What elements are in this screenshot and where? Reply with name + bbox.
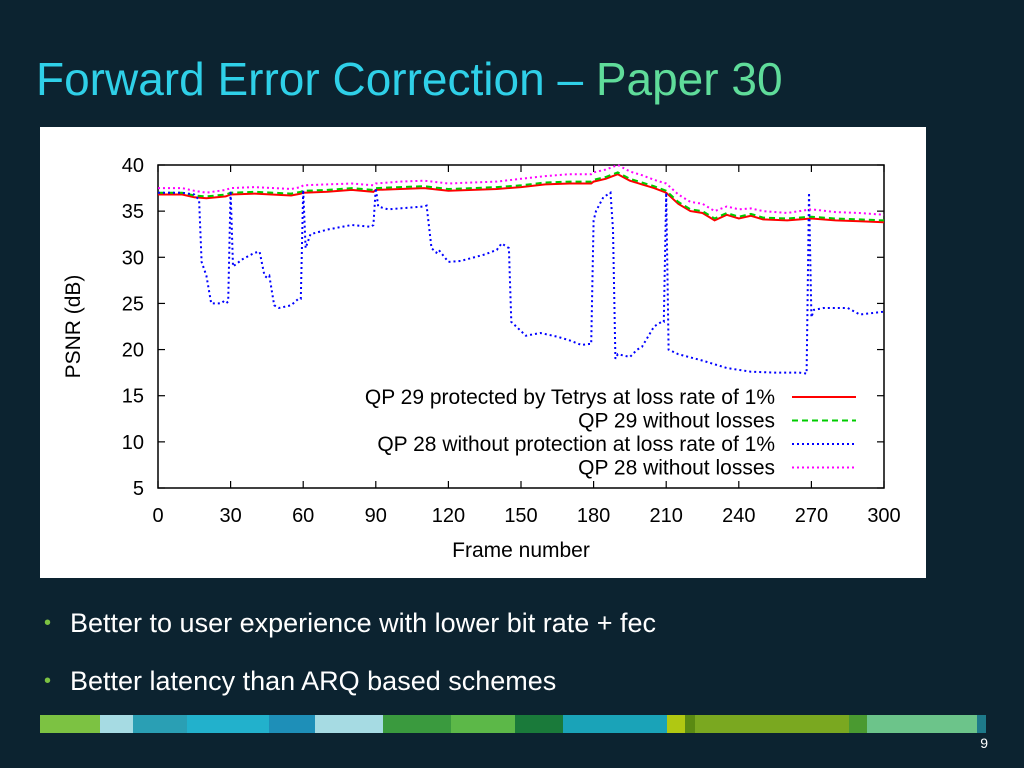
y-tick-label: 35 xyxy=(122,201,144,223)
x-tick-label: 270 xyxy=(795,505,828,527)
x-tick-label: 150 xyxy=(504,505,537,527)
y-axis-label: PSNR (dB) xyxy=(62,275,85,379)
legend-label: QP 28 without protection at loss rate of… xyxy=(377,433,775,456)
slide-title: Forward Error Correction – Paper 30 xyxy=(36,52,783,106)
slide-title-accent: Paper 30 xyxy=(595,53,783,105)
y-tick-label: 5 xyxy=(133,478,144,500)
y-tick-label: 40 xyxy=(122,155,144,177)
x-axis-label: Frame number xyxy=(452,539,590,562)
color-bar-segment xyxy=(100,715,133,733)
bullet-item: • Better to user experience with lower b… xyxy=(44,608,656,639)
legend-label: QP 29 without losses xyxy=(578,410,775,433)
psnr-chart: 5 10 15 20 25 30 35 40 0 30 60 90 120 150 180 210 240 270… xyxy=(62,155,901,562)
decorative-color-bar xyxy=(40,715,986,733)
x-tick-label: 300 xyxy=(867,505,900,527)
bullet-text: Better to user experience with lower bit… xyxy=(70,608,657,638)
color-bar-segment xyxy=(667,715,685,733)
color-bar-segment xyxy=(187,715,269,733)
color-bar-segment xyxy=(451,715,515,733)
bullet-dot-icon: • xyxy=(44,670,52,692)
bullet-text: Better latency than ARQ based schemes xyxy=(70,666,557,696)
bullet-item: • Better latency than ARQ based schemes xyxy=(44,666,656,697)
color-bar-segment xyxy=(315,715,383,733)
x-tick-label: 180 xyxy=(577,505,610,527)
x-tick-label: 90 xyxy=(365,505,387,527)
y-tick-label: 30 xyxy=(122,247,144,269)
color-bar-segment xyxy=(849,715,867,733)
x-tick-label: 30 xyxy=(219,505,241,527)
color-bar-segment xyxy=(695,715,849,733)
y-tick-label: 20 xyxy=(122,340,144,362)
slide-title-main: Forward Error Correction – xyxy=(36,53,596,105)
x-tick-label: 240 xyxy=(722,505,755,527)
y-tick-label: 15 xyxy=(122,386,144,408)
series-line xyxy=(158,171,885,222)
color-bar-segment xyxy=(515,715,563,733)
x-tick-label: 60 xyxy=(292,505,314,527)
bullet-dot-icon: • xyxy=(44,612,52,634)
color-bar-segment xyxy=(383,715,451,733)
y-tick-label: 10 xyxy=(122,432,144,454)
page-number: 9 xyxy=(980,735,988,751)
color-bar-segment xyxy=(685,715,695,733)
legend-label: QP 29 protected by Tetrys at loss rate o… xyxy=(365,386,775,409)
y-tick-label: 25 xyxy=(122,293,144,315)
series-line xyxy=(158,173,885,224)
color-bar-segment xyxy=(867,715,977,733)
color-bar-segment xyxy=(133,715,187,733)
series-line xyxy=(158,163,885,216)
chart-panel: 5 10 15 20 25 30 35 40 0 30 60 90 120 150 180 210 240 270… xyxy=(40,127,926,578)
color-bar-segment xyxy=(977,715,986,733)
color-bar-segment xyxy=(269,715,315,733)
x-tick-label: 120 xyxy=(432,505,465,527)
x-tick-label: 210 xyxy=(650,505,683,527)
color-bar-segment xyxy=(40,715,100,733)
color-bar-segment xyxy=(563,715,667,733)
series-line xyxy=(158,187,885,375)
bullet-list: • Better to user experience with lower b… xyxy=(44,608,656,724)
x-tick-label: 0 xyxy=(152,505,163,527)
legend-label: QP 28 without losses xyxy=(578,457,775,480)
